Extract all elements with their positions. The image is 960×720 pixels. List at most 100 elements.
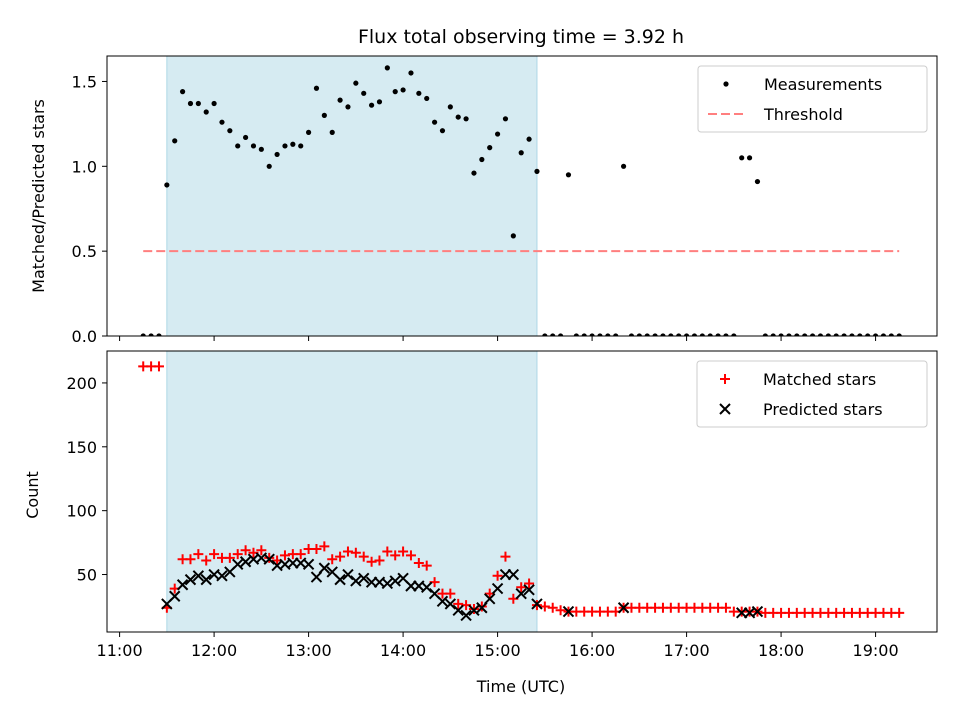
- data-point: [169, 590, 181, 602]
- x-tick-label: 19:00: [853, 641, 899, 660]
- data-point: [389, 575, 401, 587]
- data-point: [628, 333, 635, 336]
- x-tick-label: 17:00: [664, 641, 710, 660]
- observing-span: [166, 55, 538, 337]
- data-point: [707, 333, 713, 336]
- data-point: [833, 333, 839, 336]
- data-point: [494, 131, 501, 137]
- data-point: [492, 570, 503, 581]
- x-tick-label: 11:00: [97, 641, 143, 660]
- data-point: [358, 572, 370, 585]
- data-point: [699, 333, 705, 336]
- data-point: [405, 550, 416, 561]
- data-point: [524, 578, 535, 589]
- data-point: [408, 70, 414, 76]
- data-point: [203, 109, 209, 115]
- data-point: [523, 584, 535, 596]
- data-point: [894, 607, 905, 618]
- data-point: [597, 333, 603, 336]
- data-point: [350, 575, 362, 587]
- data-point: [376, 99, 383, 105]
- data-point: [723, 333, 729, 336]
- data-point: [636, 333, 642, 336]
- data-point: [250, 143, 257, 149]
- data-point: [335, 551, 346, 562]
- data-point: [436, 595, 449, 608]
- data-point: [515, 587, 527, 600]
- count-axis-label: Count: [23, 471, 42, 519]
- data-point: [329, 129, 335, 135]
- data-point: [691, 333, 698, 336]
- data-point: [342, 546, 353, 557]
- data-point: [235, 143, 241, 149]
- data-point: [295, 549, 306, 560]
- series-measurements: [140, 65, 902, 336]
- data-point: [550, 333, 556, 336]
- data-point: [542, 333, 548, 336]
- legend-box: [697, 65, 928, 133]
- data-point: [327, 554, 338, 565]
- data-point: [581, 333, 587, 336]
- data-point: [487, 145, 493, 151]
- data-point: [390, 550, 401, 561]
- axes-frame: [106, 55, 938, 337]
- data-point: [374, 555, 385, 566]
- data-point: [302, 558, 315, 571]
- data-point: [770, 333, 776, 336]
- data-point: [319, 541, 330, 552]
- data-point: [192, 570, 205, 582]
- data-point: [431, 119, 438, 125]
- data-point: [353, 80, 359, 86]
- data-point: [298, 143, 304, 149]
- data-point: [778, 333, 784, 336]
- data-point: [334, 573, 346, 586]
- data-point: [140, 333, 146, 336]
- data-point: [613, 333, 619, 336]
- data-point: [589, 333, 595, 336]
- data-point: [400, 87, 406, 93]
- data-point: [381, 577, 394, 590]
- data-point: [232, 558, 244, 571]
- data-point: [305, 129, 312, 135]
- data-point: [195, 100, 201, 107]
- top-panel: 0.0 0.5 1.0 1.5 Measurements Threshold: [72, 55, 938, 346]
- data-point: [421, 581, 433, 594]
- y-tick-label: 200: [66, 374, 97, 393]
- data-point: [620, 163, 627, 169]
- data-point: [507, 568, 520, 581]
- ratio-axis-label: Matched/Predicted stars: [29, 99, 48, 293]
- data-point: [263, 553, 275, 565]
- data-point: [880, 333, 887, 336]
- time-axis-label: Time (UTC): [476, 677, 565, 696]
- data-point: [345, 104, 351, 110]
- data-point: [187, 100, 194, 107]
- data-point: [219, 119, 225, 125]
- legend-entry: Measurements: [764, 75, 882, 94]
- data-point: [313, 85, 320, 91]
- data-point: [266, 163, 272, 169]
- data-point: [368, 102, 375, 108]
- data-point: [802, 333, 808, 336]
- data-point: [825, 333, 831, 336]
- data-point: [342, 568, 354, 581]
- data-point: [224, 552, 235, 563]
- data-point: [201, 555, 212, 566]
- data-point: [762, 333, 768, 336]
- data-point: [447, 104, 453, 110]
- data-point: [350, 547, 361, 558]
- data-point: [471, 170, 477, 176]
- data-point: [896, 333, 902, 336]
- data-point: [491, 582, 504, 595]
- legend-box: [696, 360, 928, 428]
- data-point: [211, 100, 217, 107]
- data-point: [476, 602, 488, 614]
- y-tick-label: 150: [66, 438, 97, 457]
- data-point: [453, 598, 464, 609]
- observing-span: [166, 350, 538, 633]
- data-point: [500, 551, 511, 562]
- data-point: [311, 543, 322, 554]
- data-point: [502, 116, 509, 122]
- data-point: [439, 128, 446, 134]
- data-point: [573, 333, 579, 336]
